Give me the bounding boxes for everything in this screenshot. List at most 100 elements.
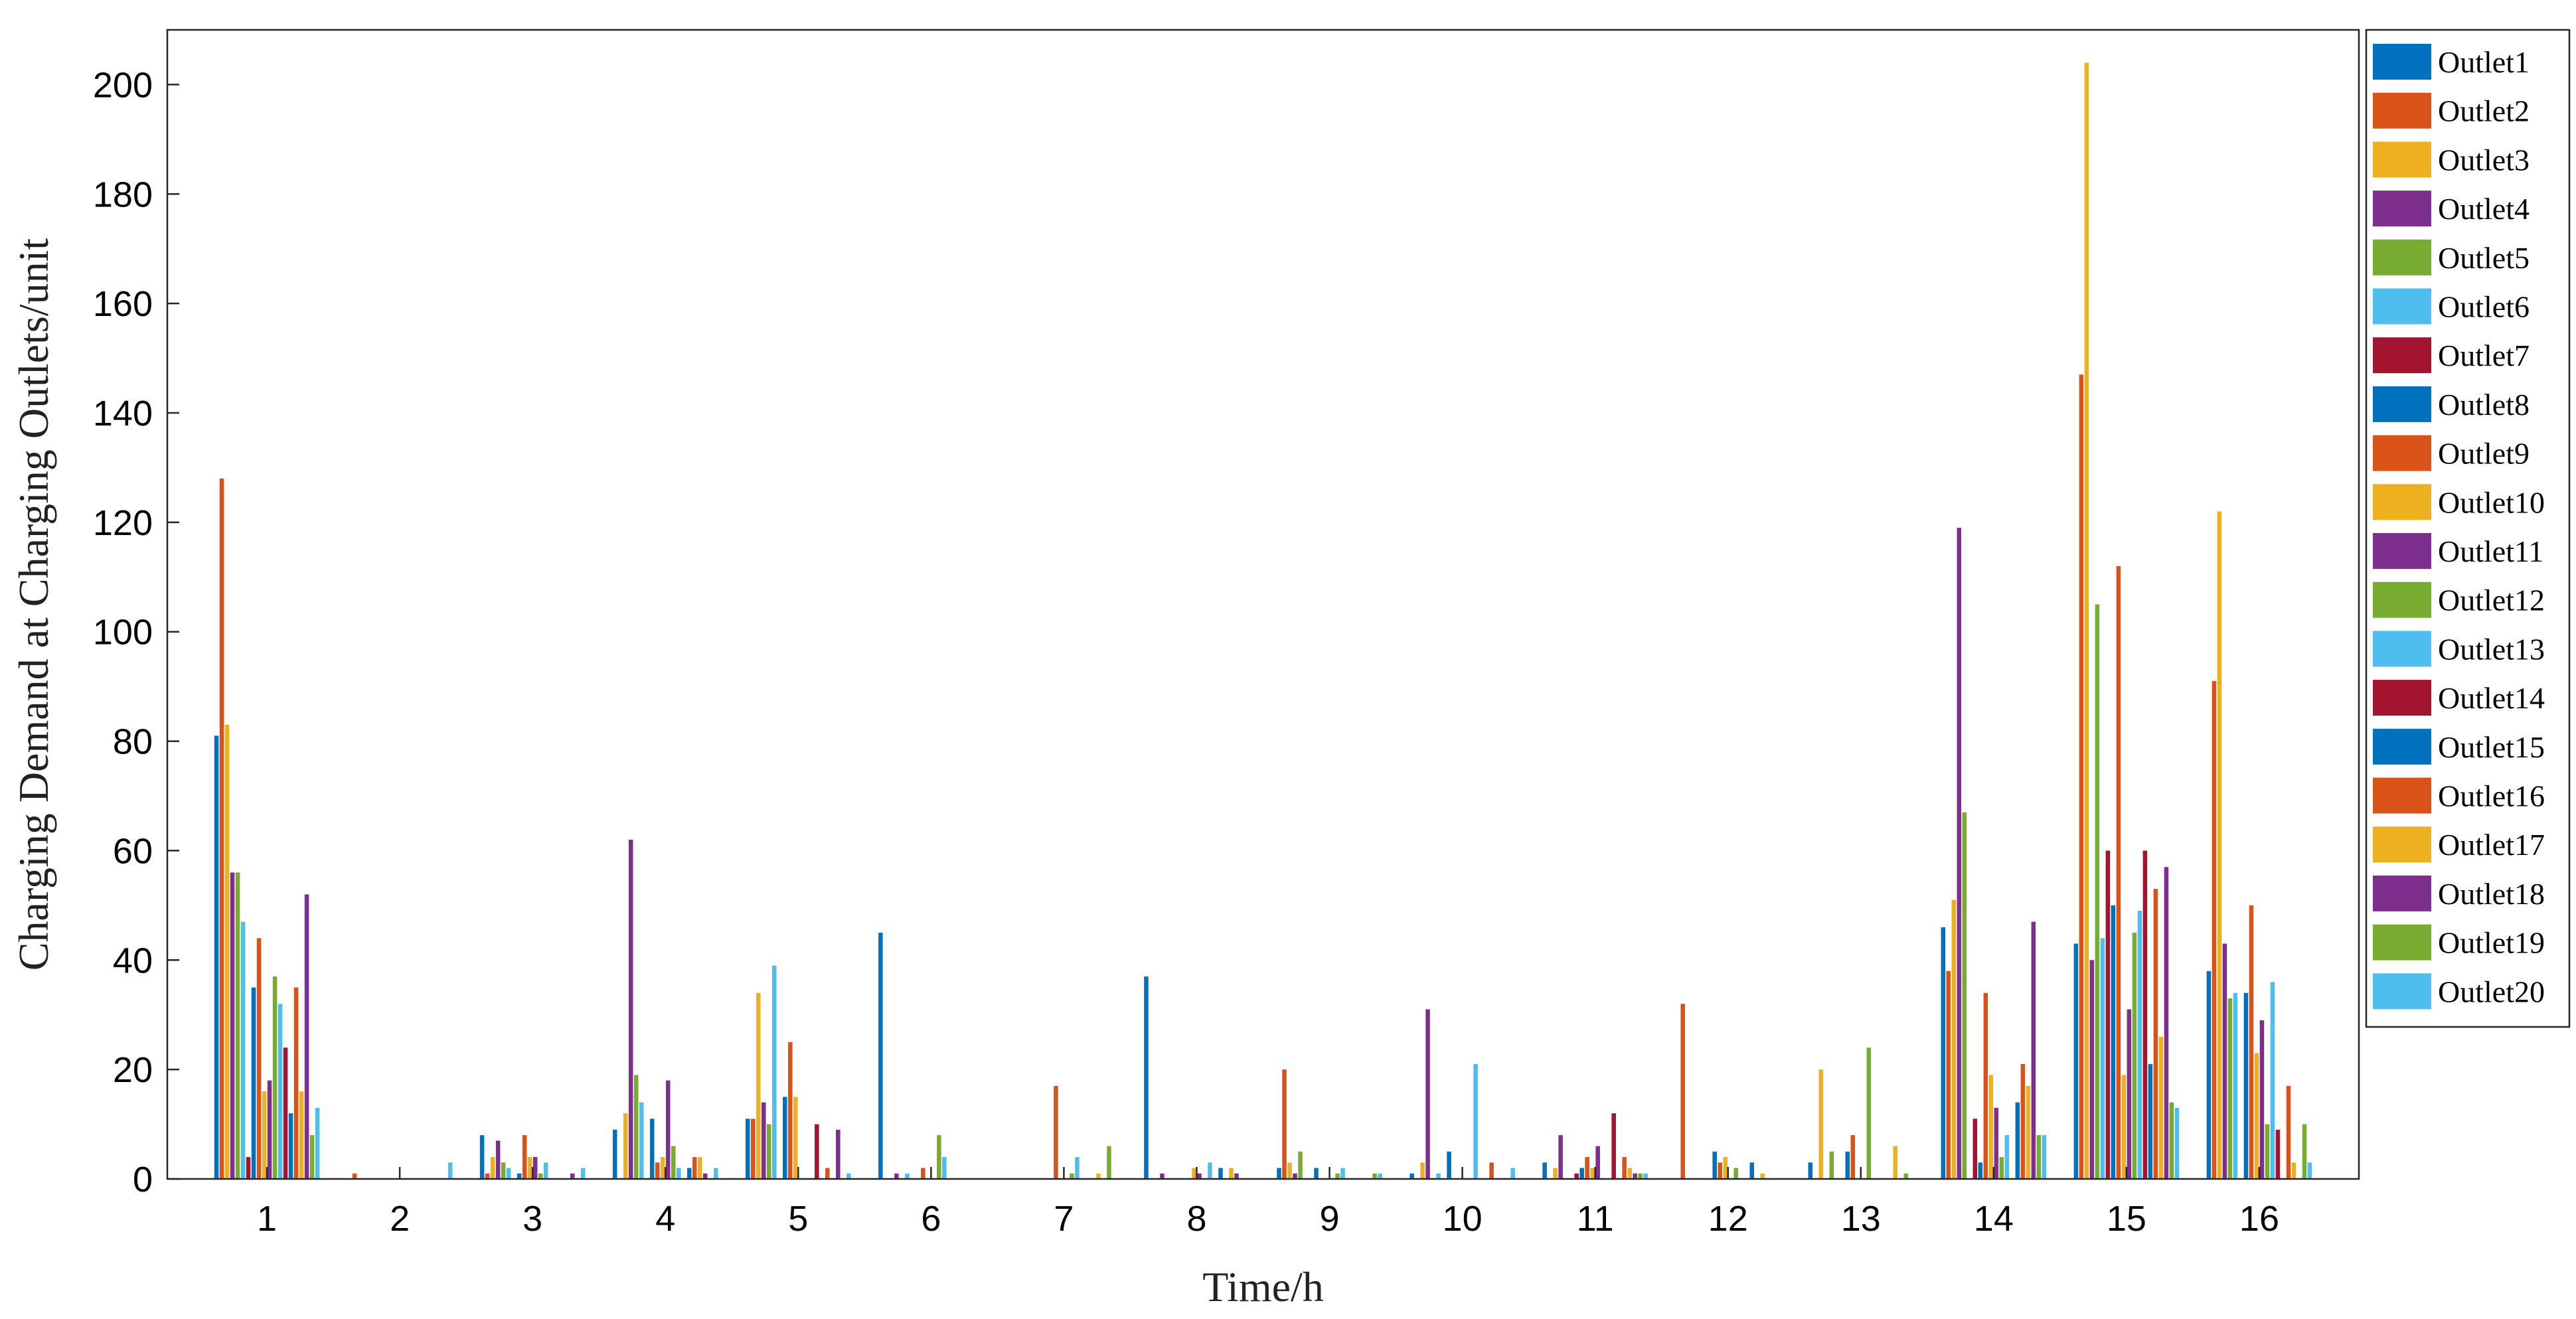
bar-outlet1-t10 [1409,1173,1414,1179]
bar-outlet17-t7 [1096,1173,1101,1179]
bar-outlet1-t11 [1542,1162,1547,1179]
bar-outlet10-t8 [1192,1168,1196,1179]
bar-outlet19-t7 [1107,1146,1111,1179]
bar-outlet5-t3 [501,1162,506,1179]
legend-swatch [2373,44,2431,80]
legend-label: Outlet8 [2438,388,2530,422]
bar-outlet15-t15 [2148,1063,2153,1179]
bar-outlet17-t8 [1229,1168,1234,1179]
bar-outlet5-t5 [766,1124,771,1179]
bar-outlet11-t11 [1595,1146,1600,1179]
bar-outlet6-t16 [2233,992,2238,1179]
legend-label: Outlet13 [2438,632,2545,666]
bar-outlet1-t9 [1277,1168,1281,1179]
bar-outlet3-t14 [1951,899,1957,1179]
y-tick-label: 80 [113,722,153,762]
bar-outlet9-t12 [1718,1162,1722,1179]
bar-outlet1-t14 [1941,927,1946,1179]
bar-outlet8-t12 [1712,1151,1717,1179]
bar-outlet1-t15 [2073,943,2079,1179]
bar-outlet8-t11 [1579,1168,1584,1179]
bar-outlet18-t1 [304,894,309,1179]
legend-swatch [2373,435,2431,471]
bar-outlet18-t4 [702,1173,708,1179]
bar-outlet2-t14 [1946,970,1951,1179]
x-tick-label: 10 [1443,1199,1483,1239]
bar-outlet11-t3 [532,1157,538,1179]
legend-swatch [2373,826,2431,863]
bar-outlet4-t9 [1293,1173,1297,1179]
bar-outlet7-t1 [246,1157,251,1179]
bar-outlet4-t8 [1160,1173,1165,1179]
bar-outlet3-t5 [756,992,761,1179]
legend-label: Outlet20 [2438,974,2545,1008]
y-tick-label: 200 [93,65,153,105]
bar-outlet10-t3 [527,1157,532,1179]
bar-outlet3-t11 [1553,1168,1558,1179]
x-tick-label: 12 [1708,1199,1748,1239]
bar-outlet2-t3 [485,1173,490,1179]
bar-outlet9-t15 [2116,566,2121,1179]
bar-outlet13-t7 [1075,1157,1080,1179]
y-tick-label: 60 [113,831,153,871]
bar-outlet8-t5 [783,1097,787,1179]
bar-outlet3-t10 [1420,1162,1425,1179]
x-tick-label: 14 [1974,1199,2014,1239]
legend-swatch [2373,680,2431,716]
legend-label: Outlet14 [2438,681,2545,715]
x-axis-title: Time/h [1202,1263,1324,1310]
legend-swatch [2373,191,2431,227]
bar-outlet5-t14 [1962,812,1967,1179]
bar-outlet11-t8 [1197,1173,1202,1179]
bar-outlet15-t12 [1749,1162,1754,1179]
bar-outlet19-t15 [2169,1102,2174,1179]
bar-outlet9-t7 [1054,1085,1058,1179]
bar-outlet12-t13 [1866,1047,1872,1179]
bar-outlet13-t6 [942,1157,947,1179]
legend-swatch [2373,631,2431,667]
bar-outlet15-t4 [686,1168,692,1179]
bar-outlet10-t15 [2121,1075,2127,1179]
bar-outlet16-t11 [1622,1157,1627,1179]
bar-outlet16-t1 [293,987,299,1179]
legend-label: Outlet12 [2438,583,2545,617]
bar-outlet13-t10 [1473,1063,1478,1179]
bar-outlet6-t1 [240,921,246,1179]
bar-outlet19-t11 [1638,1173,1643,1179]
legend-label: Outlet19 [2438,926,2545,960]
bar-outlet16-t4 [692,1157,697,1179]
legend-label: Outlet5 [2438,241,2530,275]
bar-outlet18-t14 [2031,921,2036,1179]
bar-outlet13-t1 [278,1004,283,1179]
bar-outlet9-t13 [1850,1135,1856,1179]
y-tick-label: 40 [113,941,153,980]
bar-outlet12-t6 [937,1135,941,1179]
x-tick-label: 1 [257,1199,277,1239]
bar-outlet12-t3 [538,1173,543,1179]
bar-outlet5-t16 [2227,998,2233,1179]
bar-outlet15-t14 [2015,1102,2020,1179]
bar-outlet3-t3 [490,1157,495,1179]
bar-outlet4-t11 [1558,1135,1563,1179]
bar-outlet5-t9 [1298,1151,1303,1179]
x-tick-label: 3 [523,1199,542,1239]
bar-outlet4-t3 [495,1140,501,1179]
bar-outlet12-t7 [1070,1173,1074,1179]
legend-label: Outlet2 [2438,94,2530,128]
bar-outlet2-t9 [1282,1069,1287,1179]
bar-outlet1-t4 [612,1129,617,1179]
bar-outlet4-t14 [1957,528,1962,1179]
bar-outlet11-t16 [2259,1020,2265,1179]
bar-outlet12-t15 [2132,933,2137,1179]
legend-swatch [2373,386,2431,422]
bar-outlet15-t8 [1218,1168,1223,1179]
bar-outlet20-t15 [2174,1107,2180,1179]
bar-outlet8-t15 [2111,905,2116,1179]
bar-outlet11-t4 [665,1080,671,1179]
bar-outlet17-t14 [2026,1085,2031,1179]
y-tick-label: 120 [93,503,153,543]
bar-outlet18-t15 [2164,867,2169,1179]
bar-outlet20-t10 [1510,1168,1515,1179]
y-tick-label: 140 [93,394,153,433]
